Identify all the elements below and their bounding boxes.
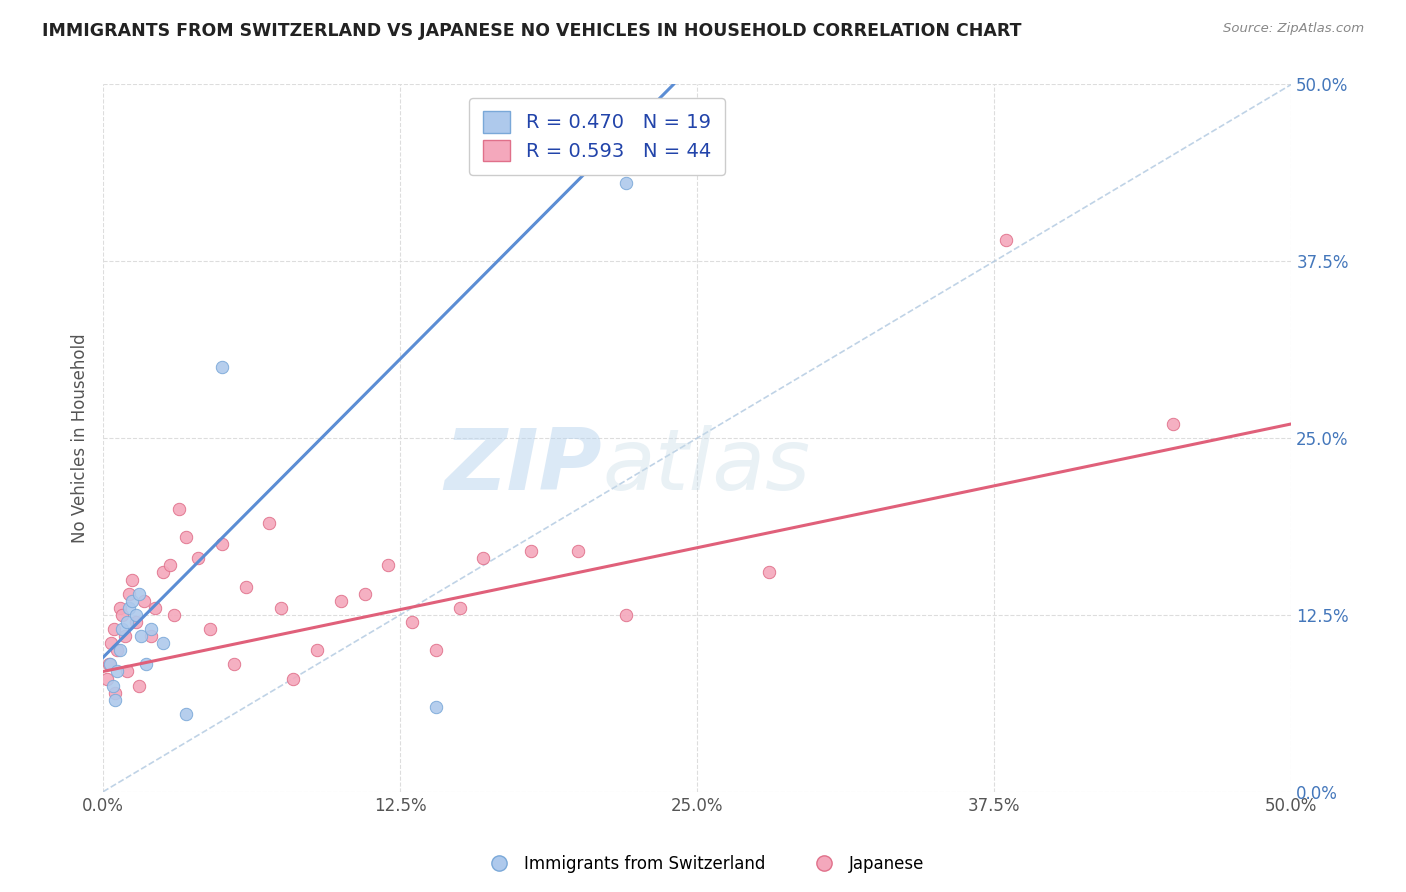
Point — [121, 593, 143, 607]
Point — [115, 615, 138, 629]
Point — [995, 233, 1018, 247]
Point — [305, 643, 328, 657]
Point — [222, 657, 245, 672]
Point — [472, 551, 495, 566]
Point — [118, 587, 141, 601]
Point — [283, 672, 305, 686]
Point — [100, 636, 122, 650]
Point — [235, 580, 257, 594]
Point — [145, 600, 167, 615]
Point — [1161, 417, 1184, 431]
Point — [105, 643, 128, 657]
Point — [111, 622, 134, 636]
Legend: Immigrants from Switzerland, Japanese: Immigrants from Switzerland, Japanese — [475, 848, 931, 880]
Point — [520, 544, 543, 558]
Point — [167, 501, 190, 516]
Y-axis label: No Vehicles in Household: No Vehicles in Household — [72, 334, 89, 543]
Point — [96, 672, 118, 686]
Point — [129, 629, 152, 643]
Point — [121, 573, 143, 587]
Point — [108, 643, 131, 657]
Point — [104, 692, 127, 706]
Point — [103, 622, 125, 636]
Point — [449, 600, 471, 615]
Point — [329, 593, 352, 607]
Point — [118, 600, 141, 615]
Point — [135, 657, 157, 672]
Point — [614, 177, 637, 191]
Point — [98, 657, 121, 672]
Point — [104, 686, 127, 700]
Point — [105, 665, 128, 679]
Point — [211, 360, 233, 375]
Point — [270, 600, 292, 615]
Point — [211, 537, 233, 551]
Text: Source: ZipAtlas.com: Source: ZipAtlas.com — [1223, 22, 1364, 36]
Point — [101, 679, 124, 693]
Point — [115, 665, 138, 679]
Point — [567, 544, 589, 558]
Point — [614, 607, 637, 622]
Point — [98, 657, 121, 672]
Point — [377, 558, 399, 573]
Point — [128, 587, 150, 601]
Point — [125, 615, 148, 629]
Point — [401, 615, 423, 629]
Point — [259, 516, 281, 530]
Point — [198, 622, 221, 636]
Point — [152, 636, 174, 650]
Text: IMMIGRANTS FROM SWITZERLAND VS JAPANESE NO VEHICLES IN HOUSEHOLD CORRELATION CHA: IMMIGRANTS FROM SWITZERLAND VS JAPANESE … — [42, 22, 1022, 40]
Point — [139, 629, 162, 643]
Point — [176, 706, 198, 721]
Point — [125, 607, 148, 622]
Point — [176, 530, 198, 544]
Point — [425, 643, 447, 657]
Point — [108, 600, 131, 615]
Point — [152, 566, 174, 580]
Point — [159, 558, 181, 573]
Point — [163, 607, 186, 622]
Text: ZIP: ZIP — [444, 425, 602, 508]
Point — [353, 587, 375, 601]
Point — [114, 629, 136, 643]
Point — [758, 566, 780, 580]
Point — [111, 607, 134, 622]
Legend: R = 0.470   N = 19, R = 0.593   N = 44: R = 0.470 N = 19, R = 0.593 N = 44 — [470, 98, 724, 175]
Point — [128, 679, 150, 693]
Point — [187, 551, 209, 566]
Text: atlas: atlas — [602, 425, 810, 508]
Point — [132, 593, 155, 607]
Point — [139, 622, 162, 636]
Point — [425, 699, 447, 714]
